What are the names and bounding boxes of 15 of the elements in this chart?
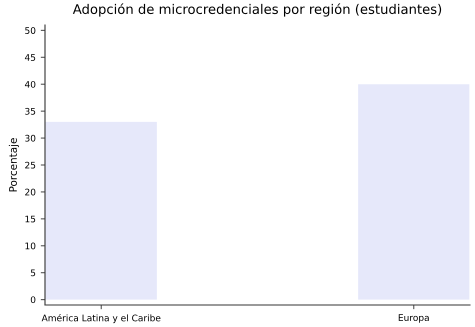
x-tick-label: Europa bbox=[398, 314, 429, 323]
chart-title: Adopción de microcredenciales por región (estudiantes) bbox=[72, 3, 442, 17]
y-axis-title: Porcentaje bbox=[8, 138, 19, 192]
y-tick-label: 5 bbox=[30, 270, 36, 276]
y-tick-label: 0 bbox=[30, 296, 36, 304]
y-tick-label: 10 bbox=[25, 242, 36, 250]
y-tick-label: 35 bbox=[25, 108, 36, 115]
y-tick-label: 50 bbox=[25, 27, 36, 34]
y-tick-label: 40 bbox=[24, 80, 36, 88]
y-tick-label: 20 bbox=[25, 188, 36, 196]
y-tick-label: 30 bbox=[25, 134, 36, 142]
y-tick-label: 25 bbox=[25, 162, 36, 169]
y-tick-label: 15 bbox=[25, 216, 36, 222]
y-tick-label: 45 bbox=[24, 54, 36, 61]
x-tick-label: América Latina y el Caribe bbox=[42, 314, 160, 324]
